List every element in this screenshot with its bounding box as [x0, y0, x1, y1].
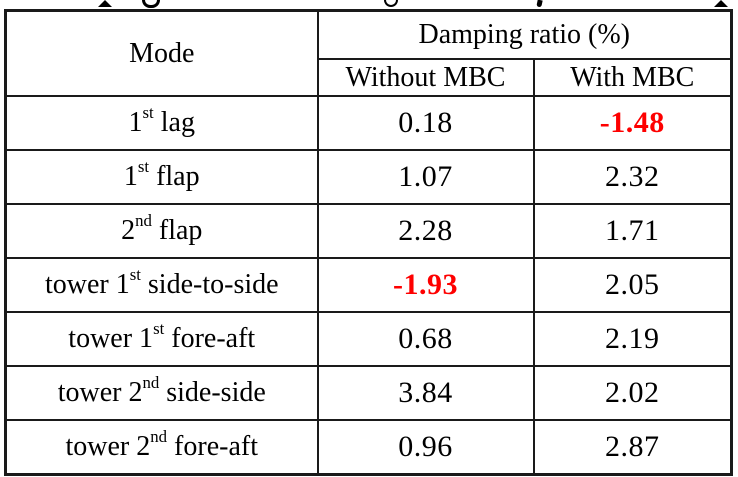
without-mbc-value: 0.18 [316, 95, 535, 151]
mode-cell: tower 2nd fore-aft [4, 419, 319, 476]
table-subheader-row: Without MBC With MBC [6, 58, 733, 97]
mode-text: tower 1 [68, 323, 154, 354]
without-mbc-value: 3.84 [316, 365, 535, 421]
mode-text: tower 1 [44, 269, 130, 300]
with-mbc-value: 1.71 [532, 203, 733, 259]
mode-cell: tower 2nd side-side [4, 365, 319, 421]
cropped-text-fragment [384, 0, 398, 7]
mode-text: flap [149, 161, 200, 192]
mode-text: side-to-side [140, 269, 279, 300]
column-header-with-mbc: With MBC [532, 58, 733, 97]
mode-text: tower 2 [65, 431, 151, 462]
cropped-text-fragment [536, 0, 543, 8]
with-mbc-value: 2.19 [532, 311, 733, 367]
table-row: 1st lag 0.18 -1.48 [4, 95, 733, 151]
mode-text: lag [153, 107, 195, 138]
mode-cell: tower 1st fore-aft [4, 311, 319, 367]
ordinal-superscript: st [153, 319, 165, 339]
table-row: 1st flap 1.07 2.32 [4, 149, 733, 205]
column-header-damping-ratio: Damping ratio (%) [316, 9, 733, 60]
without-mbc-value: 1.07 [316, 149, 535, 205]
cropped-text-fragment [98, 0, 112, 7]
table-row: tower 1st fore-aft 0.68 2.19 [4, 311, 733, 367]
column-header-mode: Mode [4, 9, 319, 97]
ordinal-superscript: nd [135, 211, 152, 231]
mode-text: 2 [121, 215, 136, 246]
with-mbc-value: -1.48 [532, 95, 733, 151]
table-header-row: Mode Damping ratio (%) [4, 9, 733, 97]
table-row: tower 2nd side-side 3.84 2.02 [4, 365, 733, 421]
without-mbc-value: 0.96 [316, 419, 535, 476]
with-mbc-value: 2.87 [532, 419, 733, 476]
cropped-text-fragment [714, 0, 728, 7]
column-header-without-mbc: Without MBC [316, 58, 535, 97]
mode-cell: 1st lag [4, 95, 319, 151]
damping-ratio-table: Mode Damping ratio (%) Without MBC With … [4, 9, 733, 476]
ordinal-superscript: st [137, 157, 150, 177]
table-row: tower 1st side-to-side -1.93 2.05 [4, 257, 733, 313]
mode-text: 1 [123, 161, 138, 192]
without-mbc-value: 0.68 [316, 311, 535, 367]
mode-cell: tower 1st side-to-side [4, 257, 319, 313]
ordinal-superscript: st [129, 265, 141, 285]
cropped-text-fragment [142, 0, 160, 8]
table-row: tower 2nd fore-aft 0.96 2.87 [4, 419, 733, 476]
without-mbc-value: -1.93 [316, 257, 535, 313]
mode-text: tower 2 [57, 377, 143, 408]
ordinal-superscript: nd [150, 427, 168, 447]
with-mbc-value: 2.32 [532, 149, 733, 205]
with-mbc-value: 2.05 [532, 257, 733, 313]
mode-text: side-side [159, 377, 266, 408]
table-row: 2nd flap 2.28 1.71 [4, 203, 733, 259]
mode-text: 1 [128, 107, 143, 138]
with-mbc-value: 2.02 [532, 365, 733, 421]
mode-cell: 1st flap [4, 149, 319, 205]
without-mbc-value: 2.28 [316, 203, 535, 259]
mode-text: fore-aft [167, 431, 258, 462]
mode-cell: 2nd flap [4, 203, 319, 259]
ordinal-superscript: nd [142, 373, 160, 393]
mode-text: fore-aft [164, 323, 256, 354]
ordinal-superscript: st [142, 103, 154, 123]
mode-text: flap [151, 215, 203, 246]
